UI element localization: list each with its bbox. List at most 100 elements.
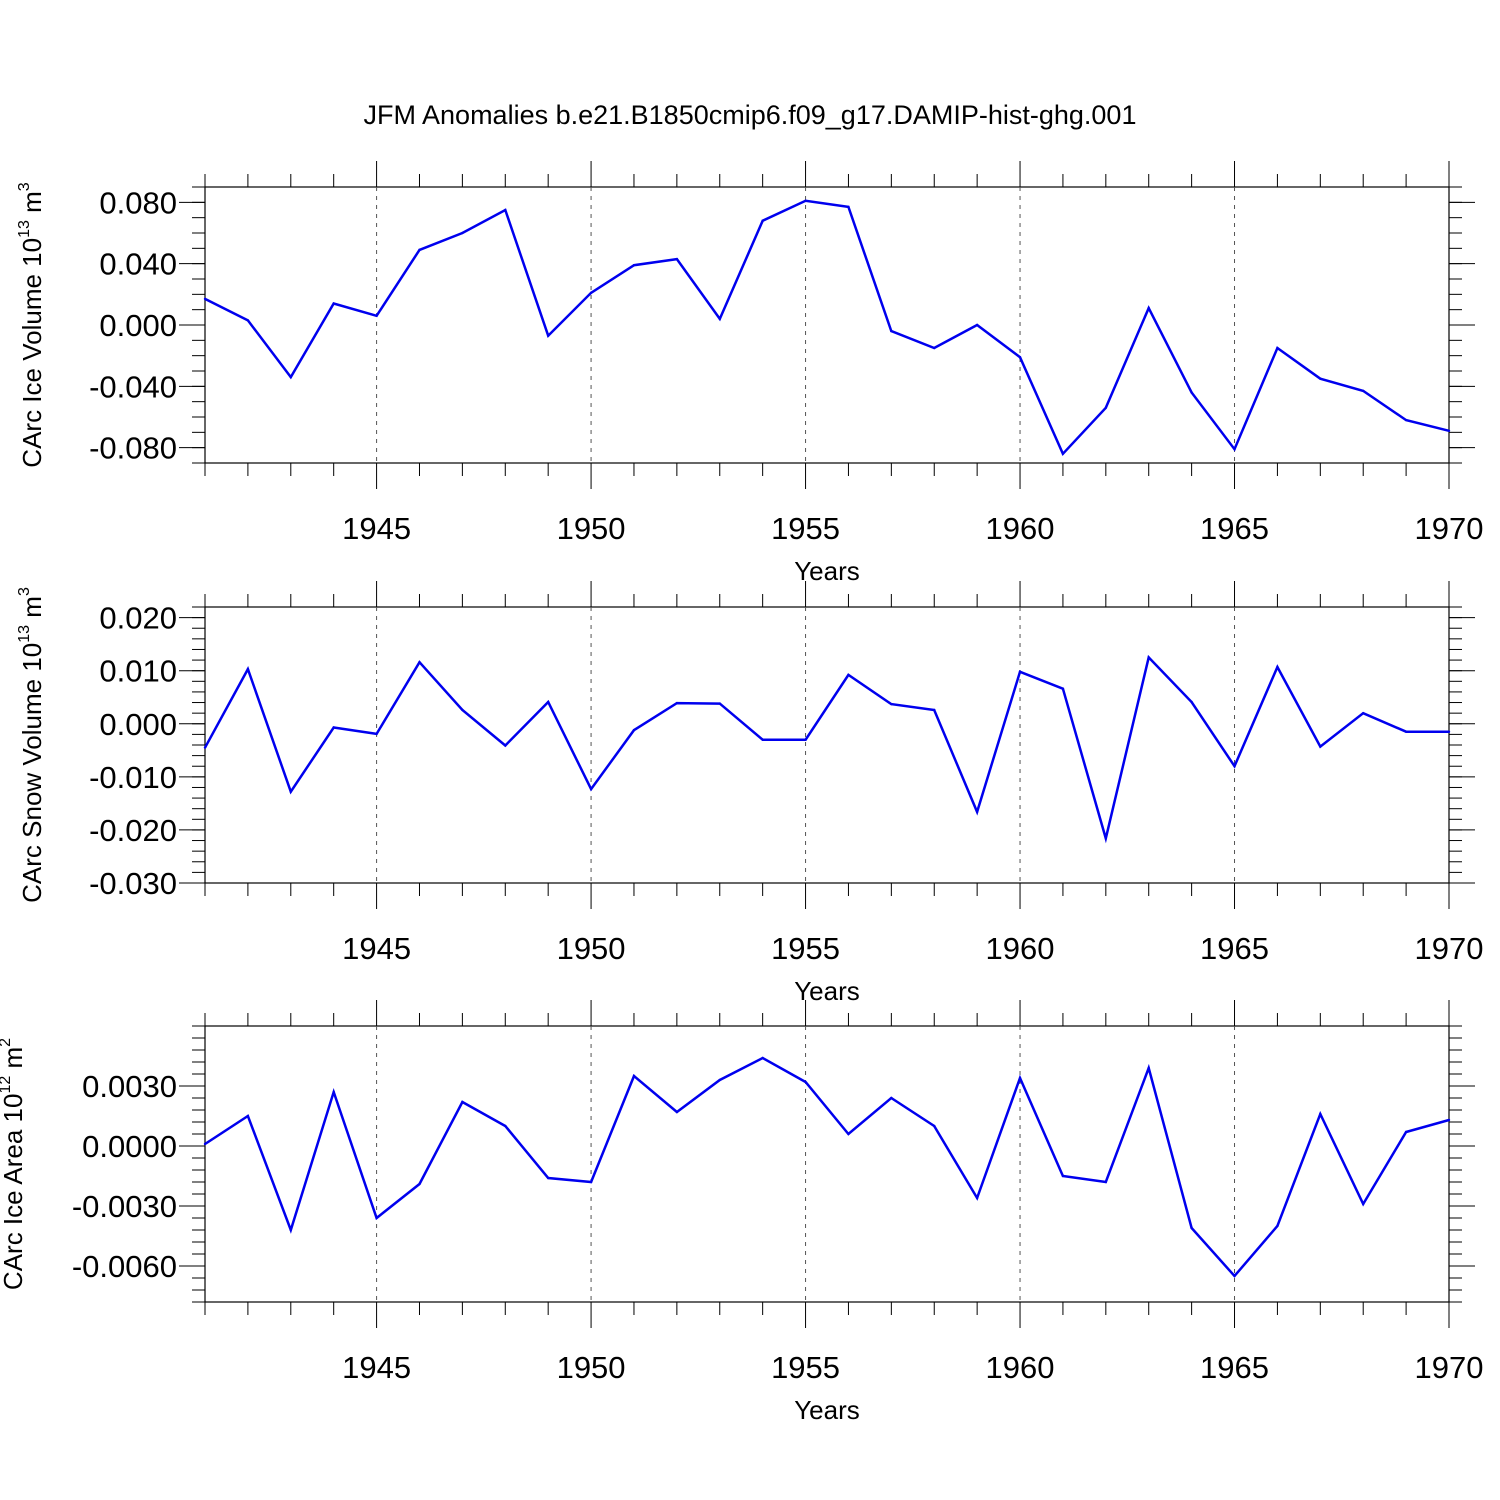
data-point [504, 1124, 507, 1128]
data-point [418, 661, 421, 664]
data-point [1061, 452, 1065, 455]
data-point [589, 787, 593, 791]
series-line [204, 199, 1450, 457]
data-point [890, 329, 893, 333]
data-point [1233, 448, 1236, 451]
data-point [589, 1180, 593, 1184]
x-tick-label: 1955 [771, 1350, 840, 1385]
data-point [718, 702, 721, 705]
data-point [933, 708, 936, 712]
data-point [1404, 418, 1408, 422]
data-point [203, 746, 207, 749]
data-point [1447, 1118, 1451, 1122]
y-tick-label: -0.010 [89, 760, 177, 795]
data-point [1233, 1274, 1236, 1278]
x-tick-label: 1950 [557, 511, 626, 546]
y-axis-title-text: CArc Snow Volume 10 [17, 643, 47, 903]
data-point [546, 1176, 550, 1180]
y-axis-title-unit-exponent: 2 [0, 1038, 14, 1047]
data-point [761, 738, 764, 741]
figure-title: JFM Anomalies b.e21.B1850cmip6.f09_g17.D… [364, 100, 1137, 130]
data-point [1319, 1112, 1322, 1116]
y-axis-title-unit: m [17, 596, 47, 625]
y-tick-label: 0.040 [99, 247, 177, 282]
data-point [1404, 1130, 1408, 1134]
y-tick-label: 0.000 [99, 707, 177, 742]
data-point [1190, 1226, 1193, 1230]
x-tick-label: 1945 [342, 1350, 411, 1385]
data-point [1104, 837, 1108, 840]
y-tick-label: 0.010 [99, 654, 177, 689]
y-axis-title-exponent: 13 [16, 220, 33, 238]
x-tick-label: 1945 [342, 511, 411, 546]
data-point [1319, 745, 1322, 748]
data-point [1018, 670, 1022, 673]
data-point [332, 726, 335, 729]
panel-ice-volume: -0.080 -0.040 0.000 0.040 0.080 1945 1950 1955 1… [16, 161, 1483, 586]
plot-frame [204, 606, 1450, 884]
data-point [675, 257, 679, 261]
y-tick-label: 0.020 [99, 601, 177, 636]
data-point [804, 738, 807, 741]
data-point [546, 700, 550, 704]
data-point [632, 728, 636, 732]
data-point [718, 317, 721, 321]
data-point [1190, 700, 1193, 704]
plot-frame [204, 186, 1450, 464]
x-tick-label: 1970 [1415, 511, 1484, 546]
data-point [1018, 356, 1022, 359]
data-point [975, 323, 979, 327]
data-point [246, 667, 250, 671]
x-axis-title: Years [794, 976, 860, 1006]
series-line [204, 1056, 1450, 1278]
x-tick-label: 1950 [557, 1350, 626, 1385]
data-point [504, 744, 507, 747]
y-axis-title-text: CArc Ice Area 10 [0, 1094, 28, 1291]
data-point [418, 1182, 421, 1186]
data-point [675, 1110, 679, 1114]
data-point [375, 314, 378, 317]
x-tick-label: 1945 [342, 931, 411, 966]
y-tick-label: 0.000 [99, 308, 177, 343]
x-tick-label: 1960 [986, 1350, 1055, 1385]
panel-ice-area: -0.0060 -0.0030 0.0000 0.0030 1945 1950 1955 19… [0, 1000, 1483, 1425]
y-tick-label: -0.0060 [72, 1249, 177, 1284]
y-tick-label: 0.0000 [82, 1129, 177, 1164]
y-axis-title-unit-exponent: 3 [16, 182, 33, 191]
x-tick-label: 1970 [1415, 931, 1484, 966]
data-point [1447, 429, 1451, 432]
data-point [804, 199, 807, 202]
data-point [418, 248, 421, 252]
y-axis-title: CArc Ice Volume 1013 m3 [16, 182, 47, 467]
data-point [246, 319, 250, 322]
data-point [933, 346, 936, 350]
y-axis-title-unit: m [17, 191, 47, 220]
y-axis-title-unit: m [0, 1047, 28, 1076]
x-tick-label: 1960 [986, 931, 1055, 966]
data-point [289, 790, 292, 793]
y-axis-title-exponent: 13 [16, 625, 33, 643]
data-point [933, 1124, 936, 1128]
data-point [375, 1216, 378, 1220]
x-tick-label: 1955 [771, 931, 840, 966]
data-point [761, 1056, 764, 1060]
y-tick-label: 0.0030 [82, 1069, 177, 1104]
data-point [1319, 377, 1322, 380]
x-tick-label: 1965 [1200, 511, 1269, 546]
data-point [1362, 711, 1365, 715]
data-point [632, 264, 636, 267]
x-tick-label: 1950 [557, 931, 626, 966]
data-point [975, 1196, 979, 1200]
data-point [375, 732, 378, 736]
data-point [589, 291, 593, 294]
data-point [718, 1078, 721, 1082]
y-axis-title-exponent: 12 [0, 1076, 14, 1094]
data-point [1404, 730, 1408, 733]
data-point [332, 302, 335, 305]
y-tick-label: -0.020 [89, 813, 177, 848]
data-point [1276, 665, 1279, 669]
data-point [289, 375, 292, 379]
data-point [246, 1114, 250, 1118]
data-point [1276, 346, 1279, 350]
